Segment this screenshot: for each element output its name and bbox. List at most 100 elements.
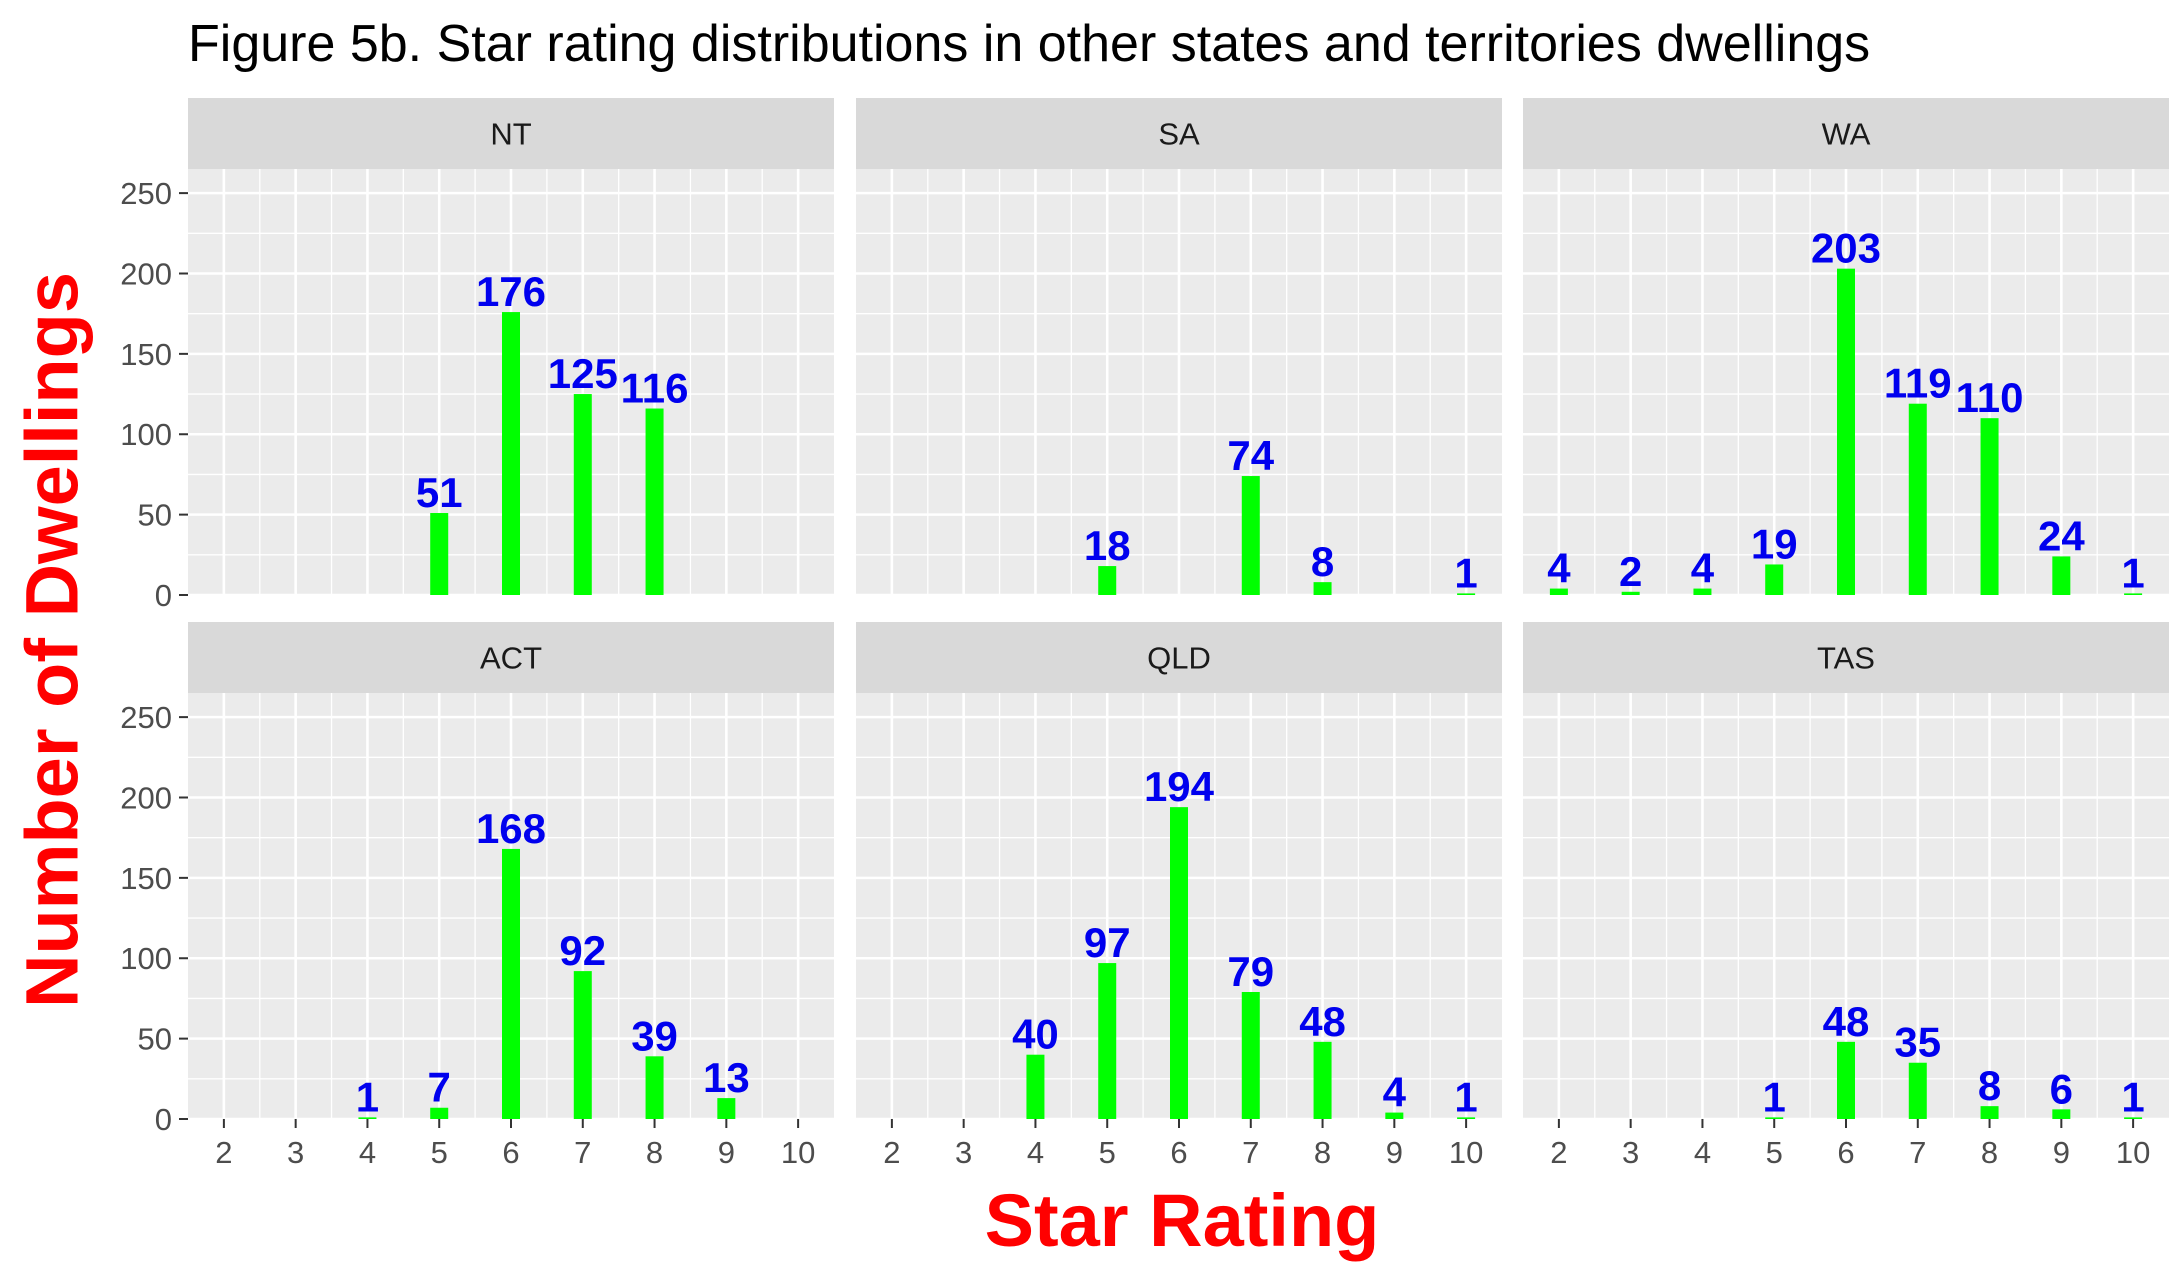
x-tick-label: 10 xyxy=(2116,1135,2150,1170)
x-tick-label: 9 xyxy=(2053,1135,2070,1170)
bar xyxy=(2052,556,2071,595)
bar xyxy=(358,1117,377,1119)
bar xyxy=(717,1098,736,1119)
bar xyxy=(1457,593,1476,595)
y-tick-label: 100 xyxy=(120,941,172,976)
data-label: 51 xyxy=(416,469,463,516)
x-tick-label: 8 xyxy=(646,1135,663,1170)
data-label: 1 xyxy=(1454,549,1477,596)
x-tick-label: 5 xyxy=(1766,1135,1783,1170)
x-tick-label: 8 xyxy=(1981,1135,1998,1170)
data-label: 40 xyxy=(1012,1011,1059,1058)
data-label: 119 xyxy=(1884,360,1952,407)
bar xyxy=(1837,1041,1855,1119)
data-label: 1 xyxy=(2121,1073,2144,1120)
bar xyxy=(2124,593,2143,595)
x-tick-label: 2 xyxy=(883,1135,900,1170)
x-tick-label: 9 xyxy=(1386,1135,1403,1170)
chart-title: Figure 5b. Star rating distributions in … xyxy=(188,15,1871,73)
facet-sa: SA 18 74 8 1 xyxy=(856,98,1502,596)
bar xyxy=(1693,588,1712,595)
data-label: 4 xyxy=(1691,545,1715,592)
bar xyxy=(1026,1054,1045,1119)
facet-tas: TAS 2 3 4 5 6 7 8 9 10 1 48 35 8 6 1 xyxy=(1523,622,2169,1170)
data-label: 176 xyxy=(476,268,546,315)
data-label: 8 xyxy=(1978,1062,2001,1109)
facet-strip xyxy=(1523,98,2169,169)
data-label: 6 xyxy=(2050,1065,2073,1112)
bar xyxy=(1765,564,1784,595)
data-label: 48 xyxy=(1299,998,1346,1045)
bar xyxy=(430,1107,449,1119)
facet-strip xyxy=(188,98,834,169)
bar xyxy=(1908,403,1927,595)
data-label: 97 xyxy=(1084,919,1131,966)
x-tick-label: 9 xyxy=(718,1135,735,1170)
data-label: 8 xyxy=(1311,538,1334,585)
bar xyxy=(1837,268,1855,595)
data-label: 194 xyxy=(1144,763,1215,810)
facet-strip xyxy=(1523,622,2169,693)
data-label: 39 xyxy=(631,1012,678,1059)
data-label: 116 xyxy=(621,365,689,412)
x-tick-label: 10 xyxy=(781,1135,815,1170)
x-tick-label: 4 xyxy=(1027,1135,1044,1170)
y-tick-label: 200 xyxy=(120,780,172,815)
x-tick-label: 3 xyxy=(955,1135,972,1170)
x-tick-label: 7 xyxy=(574,1135,591,1170)
data-label: 92 xyxy=(559,927,606,974)
x-tick-label: 6 xyxy=(1837,1135,1854,1170)
y-tick-label: 250 xyxy=(120,700,172,735)
x-axis-title: Star Rating xyxy=(984,1179,1380,1262)
data-label: 1 xyxy=(356,1073,379,1120)
y-tick-label: 150 xyxy=(120,861,172,896)
data-label: 110 xyxy=(1956,374,2024,421)
facet-strip xyxy=(188,622,834,693)
bar xyxy=(1549,588,1568,595)
facet-strip-label: ACT xyxy=(480,641,542,676)
bar xyxy=(573,394,592,595)
bar xyxy=(502,848,520,1119)
data-label: 48 xyxy=(1823,998,1870,1045)
facet-strip xyxy=(856,622,1502,693)
data-label: 18 xyxy=(1084,522,1131,569)
bar xyxy=(1765,1117,1784,1119)
data-label: 168 xyxy=(476,805,546,852)
y-tick-label: 250 xyxy=(120,176,172,211)
bar xyxy=(1241,476,1260,595)
data-label: 74 xyxy=(1227,432,1274,479)
bar xyxy=(645,408,664,595)
data-label: 24 xyxy=(2038,512,2085,559)
x-tick-label: 8 xyxy=(1314,1135,1331,1170)
bar xyxy=(1098,963,1117,1119)
y-tick-label: 150 xyxy=(120,337,172,372)
bar xyxy=(1621,591,1640,595)
x-tick-label: 5 xyxy=(1099,1135,1116,1170)
facet-act: ACT 0 50 100 150 200 250 2 3 4 5 6 7 8 9 10 1 7 168 92 39 13 xyxy=(120,622,834,1170)
data-label: 7 xyxy=(428,1064,451,1111)
bar xyxy=(1313,1041,1332,1119)
bar xyxy=(1457,1117,1476,1119)
data-label: 13 xyxy=(703,1054,750,1101)
y-tick-label: 0 xyxy=(155,1102,172,1137)
bar xyxy=(1980,1106,1999,1119)
bar xyxy=(502,312,520,595)
data-label: 125 xyxy=(548,350,618,397)
facet-strip-label: SA xyxy=(1158,117,1200,152)
x-tick-label: 7 xyxy=(1242,1135,1259,1170)
x-tick-label: 3 xyxy=(287,1135,304,1170)
x-tick-label: 2 xyxy=(1550,1135,1567,1170)
x-tick-label: 4 xyxy=(1694,1135,1711,1170)
bar xyxy=(1908,1062,1927,1119)
x-tick-label: 2 xyxy=(215,1135,232,1170)
data-label: 4 xyxy=(1547,545,1571,592)
bar xyxy=(645,1056,664,1119)
y-tick-label: 100 xyxy=(120,417,172,452)
x-tick-label: 3 xyxy=(1622,1135,1639,1170)
data-label: 1 xyxy=(1454,1073,1477,1120)
